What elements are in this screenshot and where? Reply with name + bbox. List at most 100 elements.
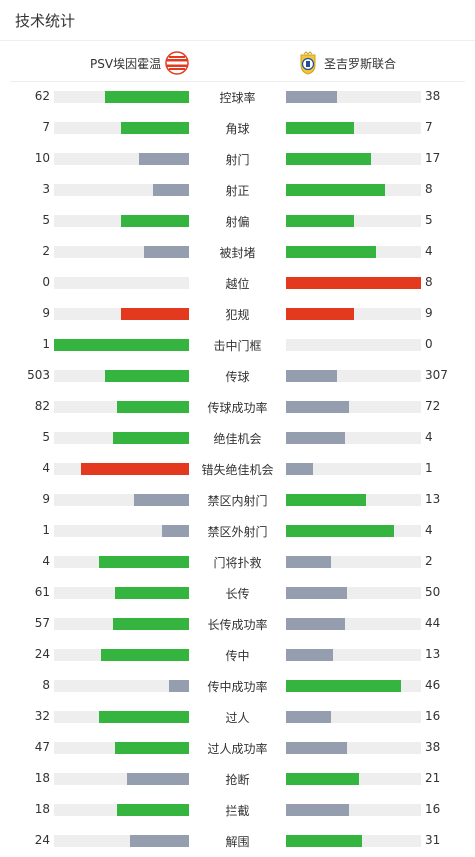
home-bar-track xyxy=(54,122,189,134)
home-bar-fill xyxy=(162,525,189,537)
away-value: 8 xyxy=(425,182,433,196)
home-value: 503 xyxy=(27,368,50,382)
stat-label: 犯规 xyxy=(225,308,250,322)
away-bar-track xyxy=(286,432,421,444)
away-bar-track xyxy=(286,215,421,227)
away-bar-track xyxy=(286,618,421,630)
away-value: 38 xyxy=(425,740,441,754)
home-bar-track xyxy=(54,773,189,785)
home-value: 32 xyxy=(34,709,50,723)
home-value: 61 xyxy=(34,585,50,599)
home-bar-track xyxy=(54,463,189,475)
away-team: 圣吉罗斯联合 xyxy=(292,51,396,75)
home-value: 24 xyxy=(34,647,50,661)
stat-row: 61 长传 50 xyxy=(0,577,475,608)
home-bar-track xyxy=(54,370,189,382)
away-bar-track xyxy=(286,122,421,134)
away-bar-fill xyxy=(286,308,354,320)
home-value: 9 xyxy=(42,306,50,320)
stat-row: 7 角球 7 xyxy=(0,112,475,143)
stat-label: 传球成功率 xyxy=(207,401,268,415)
home-bar-fill xyxy=(121,308,189,320)
stat-row: 24 解围 31 xyxy=(0,825,475,856)
home-value: 4 xyxy=(42,554,50,568)
home-bar-fill xyxy=(121,122,189,134)
away-bar-fill xyxy=(286,432,345,444)
home-bar-fill xyxy=(139,153,189,165)
away-bar-fill xyxy=(286,277,421,289)
stat-label: 击中门框 xyxy=(213,339,262,353)
home-bar-fill xyxy=(101,649,189,661)
away-bar-track xyxy=(286,463,421,475)
home-bar-track xyxy=(54,556,189,568)
stat-row: 4 错失绝佳机会 1 xyxy=(0,453,475,484)
home-value: 18 xyxy=(34,802,50,816)
away-bar-track xyxy=(286,370,421,382)
home-bar-fill xyxy=(117,804,189,816)
away-bar-track xyxy=(286,711,421,723)
stat-row: 32 过人 16 xyxy=(0,701,475,732)
home-bar-track xyxy=(54,277,189,289)
stat-row: 18 拦截 16 xyxy=(0,794,475,825)
away-value: 307 xyxy=(425,368,448,382)
home-bar-fill xyxy=(99,711,189,723)
home-value: 9 xyxy=(42,492,50,506)
away-bar-track xyxy=(286,246,421,258)
away-bar-track xyxy=(286,525,421,537)
home-value: 8 xyxy=(42,678,50,692)
home-bar-track xyxy=(54,401,189,413)
home-bar-track xyxy=(54,246,189,258)
away-bar-fill xyxy=(286,525,394,537)
away-bar-track xyxy=(286,308,421,320)
home-bar-fill xyxy=(130,835,189,847)
stat-label: 长传 xyxy=(225,587,250,601)
stat-label: 禁区外射门 xyxy=(207,525,268,539)
home-bar-fill xyxy=(115,742,189,754)
away-bar-track xyxy=(286,804,421,816)
away-value: 50 xyxy=(425,585,441,599)
stat-row: 9 犯规 9 xyxy=(0,298,475,329)
stat-label: 门将扑救 xyxy=(213,556,262,570)
home-bar-track xyxy=(54,308,189,320)
home-bar-track xyxy=(54,91,189,103)
away-bar-fill xyxy=(286,370,337,382)
home-bar-track xyxy=(54,742,189,754)
away-bar-track xyxy=(286,835,421,847)
home-bar-fill xyxy=(169,680,189,692)
away-bar-fill xyxy=(286,773,359,785)
section-title: 技术统计 xyxy=(15,12,76,30)
union-sg-logo-icon xyxy=(300,51,316,75)
home-value: 7 xyxy=(42,120,50,134)
away-value: 17 xyxy=(425,151,441,165)
away-bar-track xyxy=(286,587,421,599)
stat-row: 3 射正 8 xyxy=(0,174,475,205)
home-bar-track xyxy=(54,835,189,847)
stat-label: 控球率 xyxy=(219,91,256,105)
stat-label: 绝佳机会 xyxy=(213,432,262,446)
home-bar-fill xyxy=(144,246,189,258)
away-bar-track xyxy=(286,556,421,568)
home-bar-track xyxy=(54,184,189,196)
away-value: 5 xyxy=(425,213,433,227)
home-value: 3 xyxy=(42,182,50,196)
away-value: 13 xyxy=(425,647,441,661)
away-value: 4 xyxy=(425,244,433,258)
stat-label: 越位 xyxy=(225,277,250,291)
away-bar-track xyxy=(286,773,421,785)
away-value: 8 xyxy=(425,275,433,289)
home-value: 1 xyxy=(42,523,50,537)
home-value: 5 xyxy=(42,213,50,227)
stat-label: 射偏 xyxy=(225,215,250,229)
stat-row: 24 传中 13 xyxy=(0,639,475,670)
stat-row: 4 门将扑救 2 xyxy=(0,546,475,577)
away-bar-fill xyxy=(286,649,333,661)
stat-label: 过人成功率 xyxy=(207,742,268,756)
away-value: 13 xyxy=(425,492,441,506)
psv-logo-icon xyxy=(165,51,189,75)
home-value: 62 xyxy=(34,89,50,103)
home-bar-track xyxy=(54,804,189,816)
away-bar-fill xyxy=(286,742,347,754)
home-bar-track xyxy=(54,618,189,630)
home-bar-fill xyxy=(105,91,189,103)
stat-label: 禁区内射门 xyxy=(207,494,268,508)
